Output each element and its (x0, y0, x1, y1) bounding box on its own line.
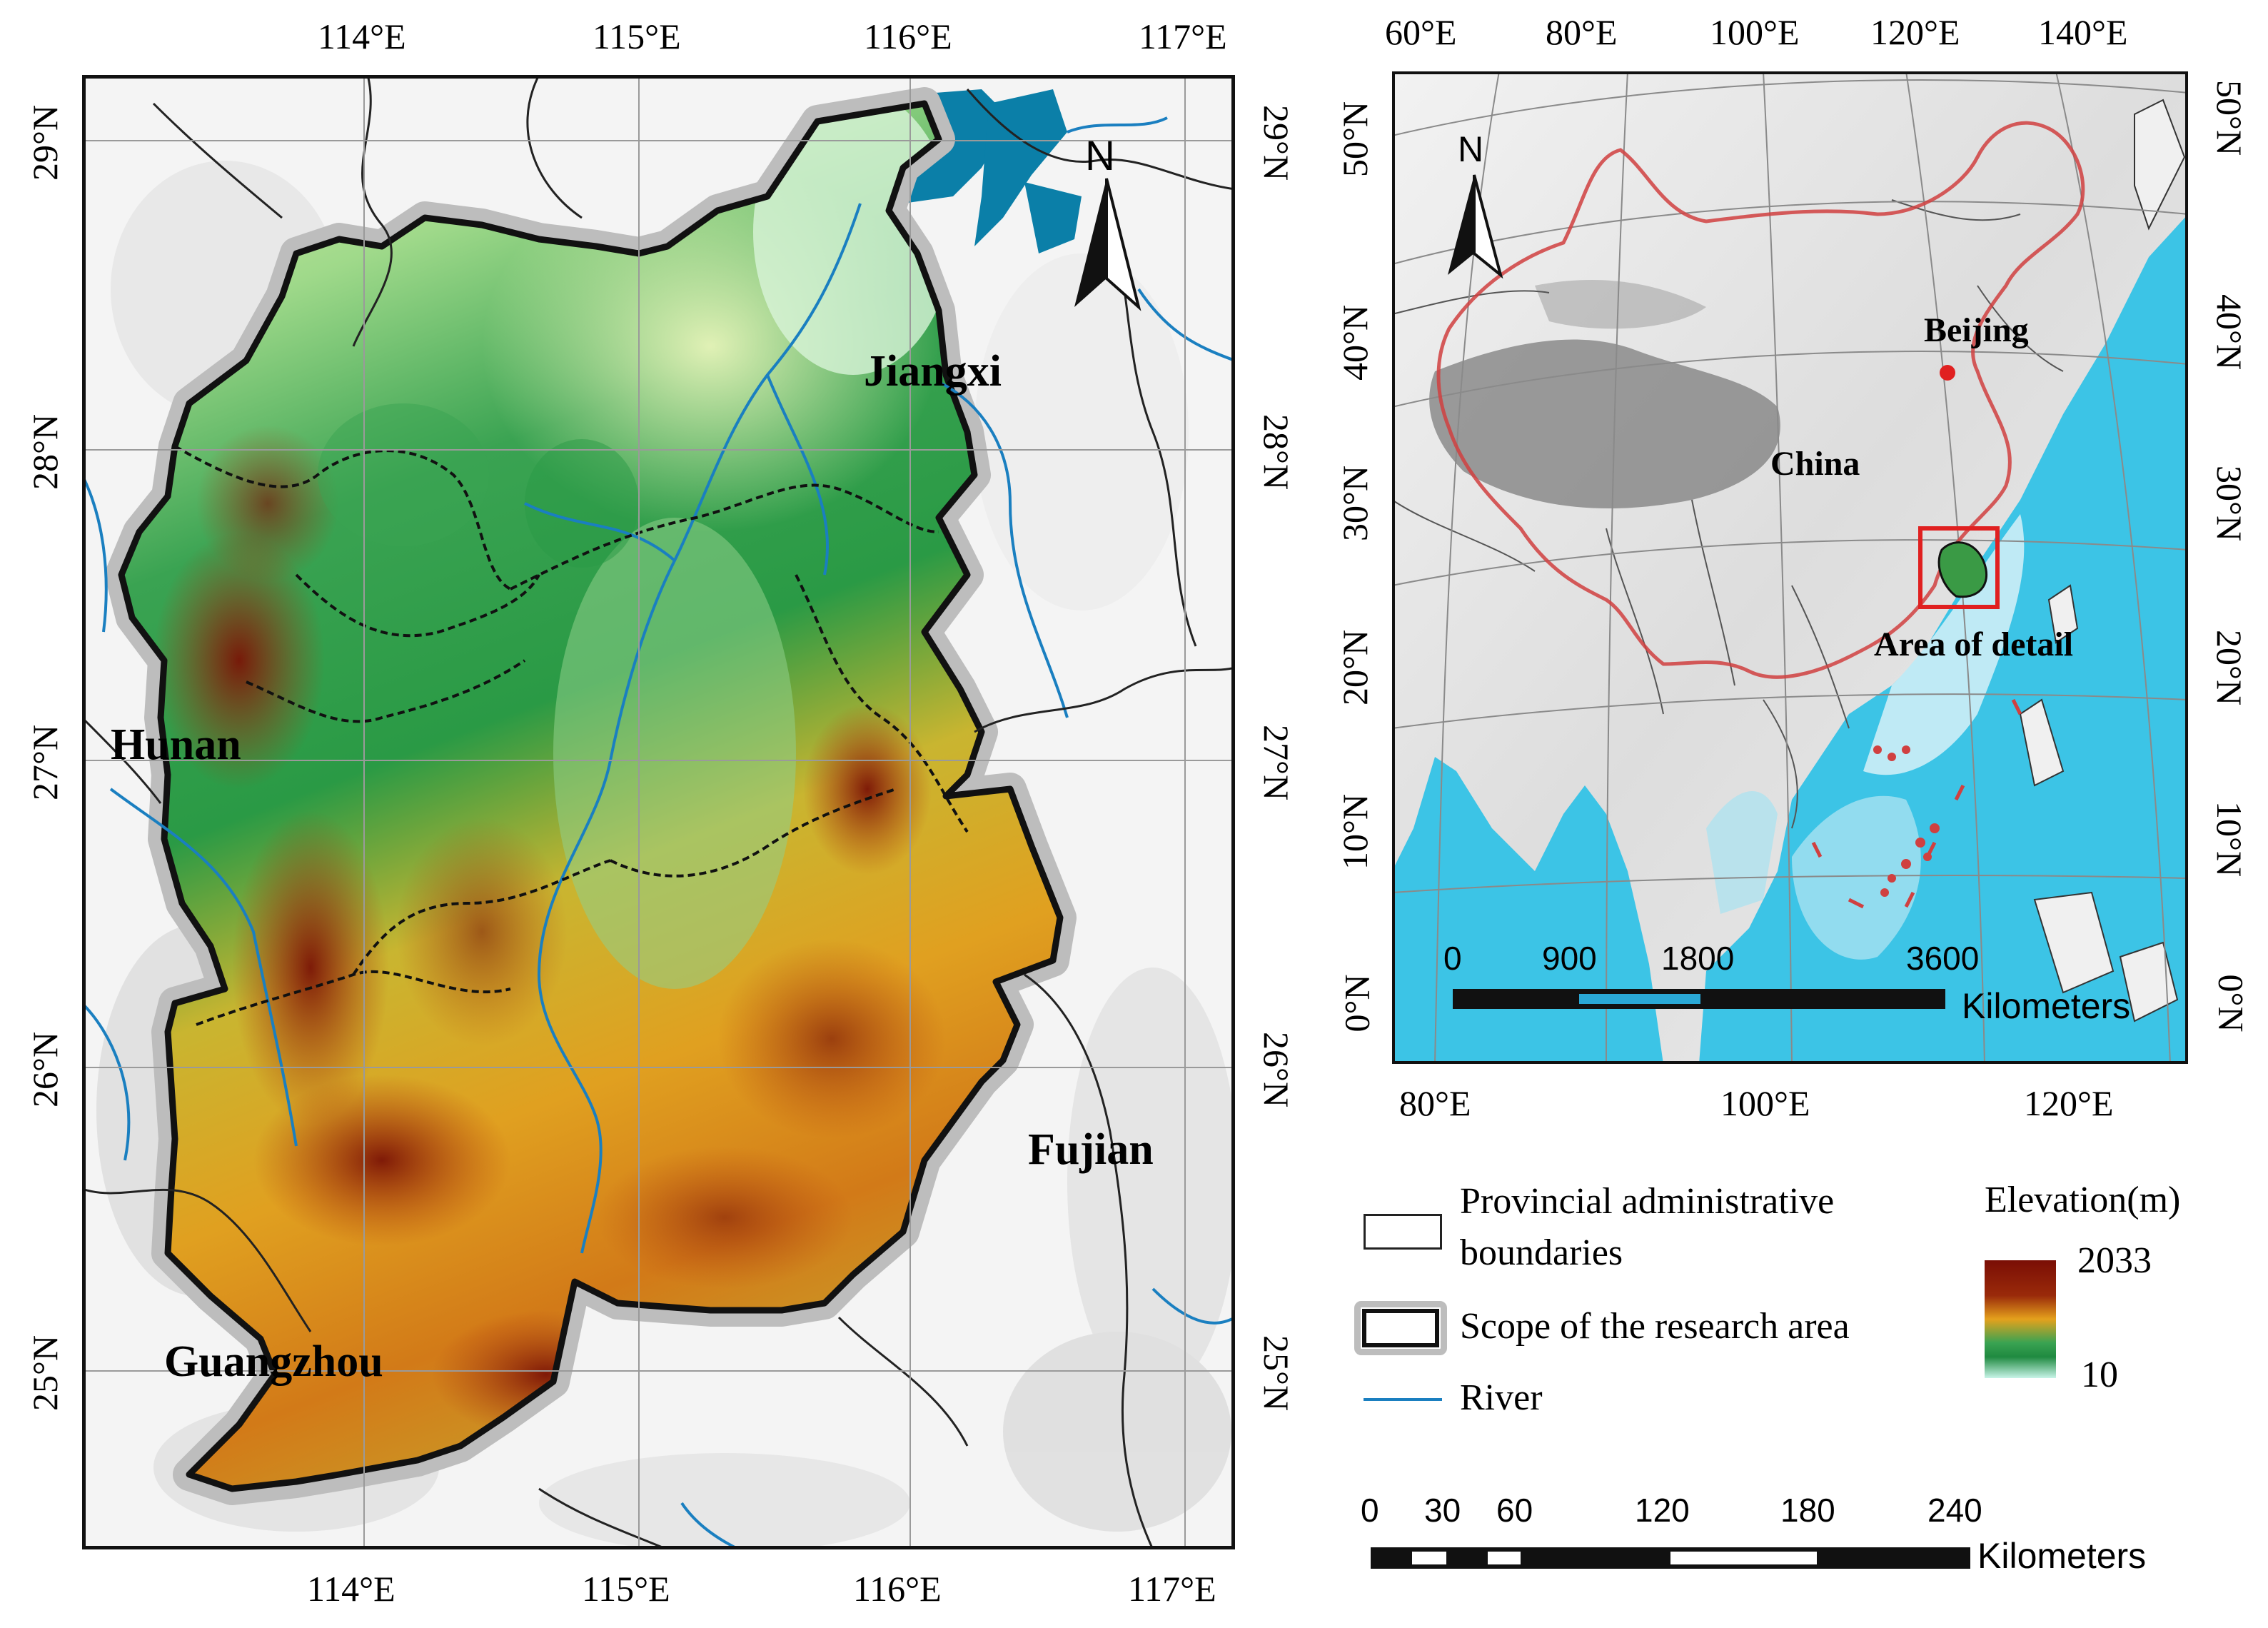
elevation-title: Elevation(m) (1985, 1180, 2181, 1220)
inset-left-tick: 20°N (1335, 629, 1376, 706)
legend-boundary-label: Provincial administrative (1460, 1181, 1835, 1222)
inset-bottom-tick: 100°E (1720, 1083, 1810, 1123)
inset-top-tick: 60°E (1385, 12, 1457, 52)
main-left-tick: 26°N (25, 1031, 66, 1108)
legend-river-label: River (1460, 1377, 1543, 1418)
inset-scale-number: 1800 (1661, 940, 1735, 977)
bottom-scale-number: 30 (1424, 1492, 1461, 1529)
inset-left-tick: 50°N (1335, 101, 1376, 178)
inset-top-tick: 80°E (1546, 12, 1618, 52)
legend-study-area-inner (1362, 1309, 1439, 1347)
label-china: China (1770, 445, 1860, 483)
shallow-sea-3 (1706, 790, 1778, 914)
inset-right-tick: 20°N (2209, 629, 2250, 706)
label-guangzhou: Guangzhou (164, 1337, 383, 1386)
inset-top-tick: 120°E (1870, 12, 1960, 52)
main-map (82, 75, 1235, 1549)
label-beijing: Beijing (1924, 311, 2029, 349)
elevation-max: 2033 (2077, 1240, 2152, 1281)
elevation-color-ramp (1985, 1260, 2056, 1378)
detail-box (1918, 526, 2000, 609)
inset-scale-bar (1453, 989, 1945, 1009)
inset-scale-number: 900 (1542, 940, 1597, 977)
bottom-scale-number: 0 (1361, 1492, 1379, 1529)
legend-boundary-symbol (1364, 1214, 1442, 1250)
country-boundaries (1392, 199, 2064, 829)
inset-left-tick: 10°N (1335, 793, 1376, 870)
main-left-tick: 27°N (25, 724, 66, 801)
inset-left-tick: 30°N (1335, 465, 1376, 542)
main-map-frame (82, 75, 1235, 1549)
bottom-scale-number: 180 (1780, 1492, 1835, 1529)
beijing-dot (1940, 365, 1955, 381)
china-border (1436, 121, 2085, 679)
inset-top-tick: 100°E (1710, 12, 1800, 52)
elevation-min: 10 (2081, 1355, 2118, 1395)
inset-scale-number: 3600 (1906, 940, 1980, 977)
bottom-scale-number: 60 (1496, 1492, 1533, 1529)
lake-fragments (974, 89, 1067, 246)
city-boundaries (174, 445, 969, 1026)
bottom-scale-bar-svg (1371, 1547, 1970, 1569)
bottom-scale-unit: Kilometers (1977, 1536, 2147, 1576)
north-arrow-main: N (1067, 133, 1146, 314)
bottom-scale-number: 120 (1635, 1492, 1690, 1529)
shallow-sea-2 (1792, 795, 1921, 960)
main-left-tick: 28°N (25, 413, 66, 491)
main-right-tick: 28°N (1256, 413, 1297, 491)
label-hunan: Hunan (111, 720, 241, 769)
legend-river-symbol (1364, 1398, 1442, 1401)
detail-thumbnail (1937, 541, 1988, 598)
north-arrow-icon (1448, 174, 1503, 279)
main-bottom-tick: 114°E (307, 1569, 395, 1609)
north-arrow-inset: N (1442, 129, 1506, 282)
main-bottom-tick: 117°E (1128, 1569, 1216, 1609)
main-top-tick: 117°E (1139, 16, 1227, 56)
label-jiangxi: Jiangxi (864, 347, 1002, 396)
inset-right-tick: 50°N (2209, 79, 2250, 156)
label-area-of-detail: Area of detail (1874, 625, 2074, 663)
main-right-tick: 29°N (1256, 104, 1297, 181)
inset-frame (1392, 71, 2188, 1064)
main-left-tick: 29°N (25, 104, 66, 181)
basin (1535, 279, 1706, 329)
main-right-tick: 25°N (1256, 1335, 1297, 1412)
inset-scale-number: 0 (1443, 940, 1462, 977)
bottom-scale-number: 240 (1927, 1492, 1982, 1529)
inset-right-tick: 10°N (2209, 800, 2250, 878)
main-map-svg (82, 75, 1235, 1549)
main-right-tick: 26°N (1256, 1031, 1297, 1108)
nine-dash (1811, 698, 2022, 909)
legend-study-area-symbol (1354, 1301, 1447, 1355)
north-arrow-label: N (1085, 133, 1115, 179)
graticule (82, 75, 1235, 1549)
main-left-tick: 25°N (25, 1335, 66, 1412)
bottom-scale-bar (1371, 1547, 1970, 1569)
inset-right-tick: 30°N (2209, 465, 2250, 542)
main-top-tick: 116°E (864, 16, 952, 56)
legend-boundary-label-2: boundaries (1460, 1232, 1623, 1273)
main-right-tick: 27°N (1256, 724, 1297, 801)
north-arrow-label: N (1458, 129, 1484, 169)
label-fujian: Fujian (1028, 1125, 1154, 1174)
inset-bottom-tick: 80°E (1399, 1083, 1471, 1123)
main-top-tick: 114°E (318, 16, 406, 56)
inset-left-tick: 0°N (1336, 974, 1377, 1032)
inset-left-tick: 40°N (1335, 304, 1376, 381)
islands (2019, 99, 2186, 1022)
inset-map (1392, 71, 2188, 1064)
inset-scale-unit: Kilometers (1962, 986, 2131, 1026)
lake-fragments-2 (1024, 182, 1082, 253)
spratly-dots (1873, 745, 1940, 897)
north-arrow-icon (1074, 178, 1141, 311)
inset-right-tick: 0°N (2211, 974, 2252, 1032)
inset-top-tick: 140°E (2038, 12, 2128, 52)
main-bottom-tick: 115°E (582, 1569, 670, 1609)
inset-bottom-tick: 120°E (2024, 1083, 2114, 1123)
inset-map-svg (1392, 71, 2188, 1064)
inset-right-tick: 40°N (2209, 293, 2250, 371)
main-bottom-tick: 116°E (853, 1569, 942, 1609)
legend-study-area-label: Scope of the research area (1460, 1306, 1850, 1347)
main-top-tick: 115°E (593, 16, 681, 56)
